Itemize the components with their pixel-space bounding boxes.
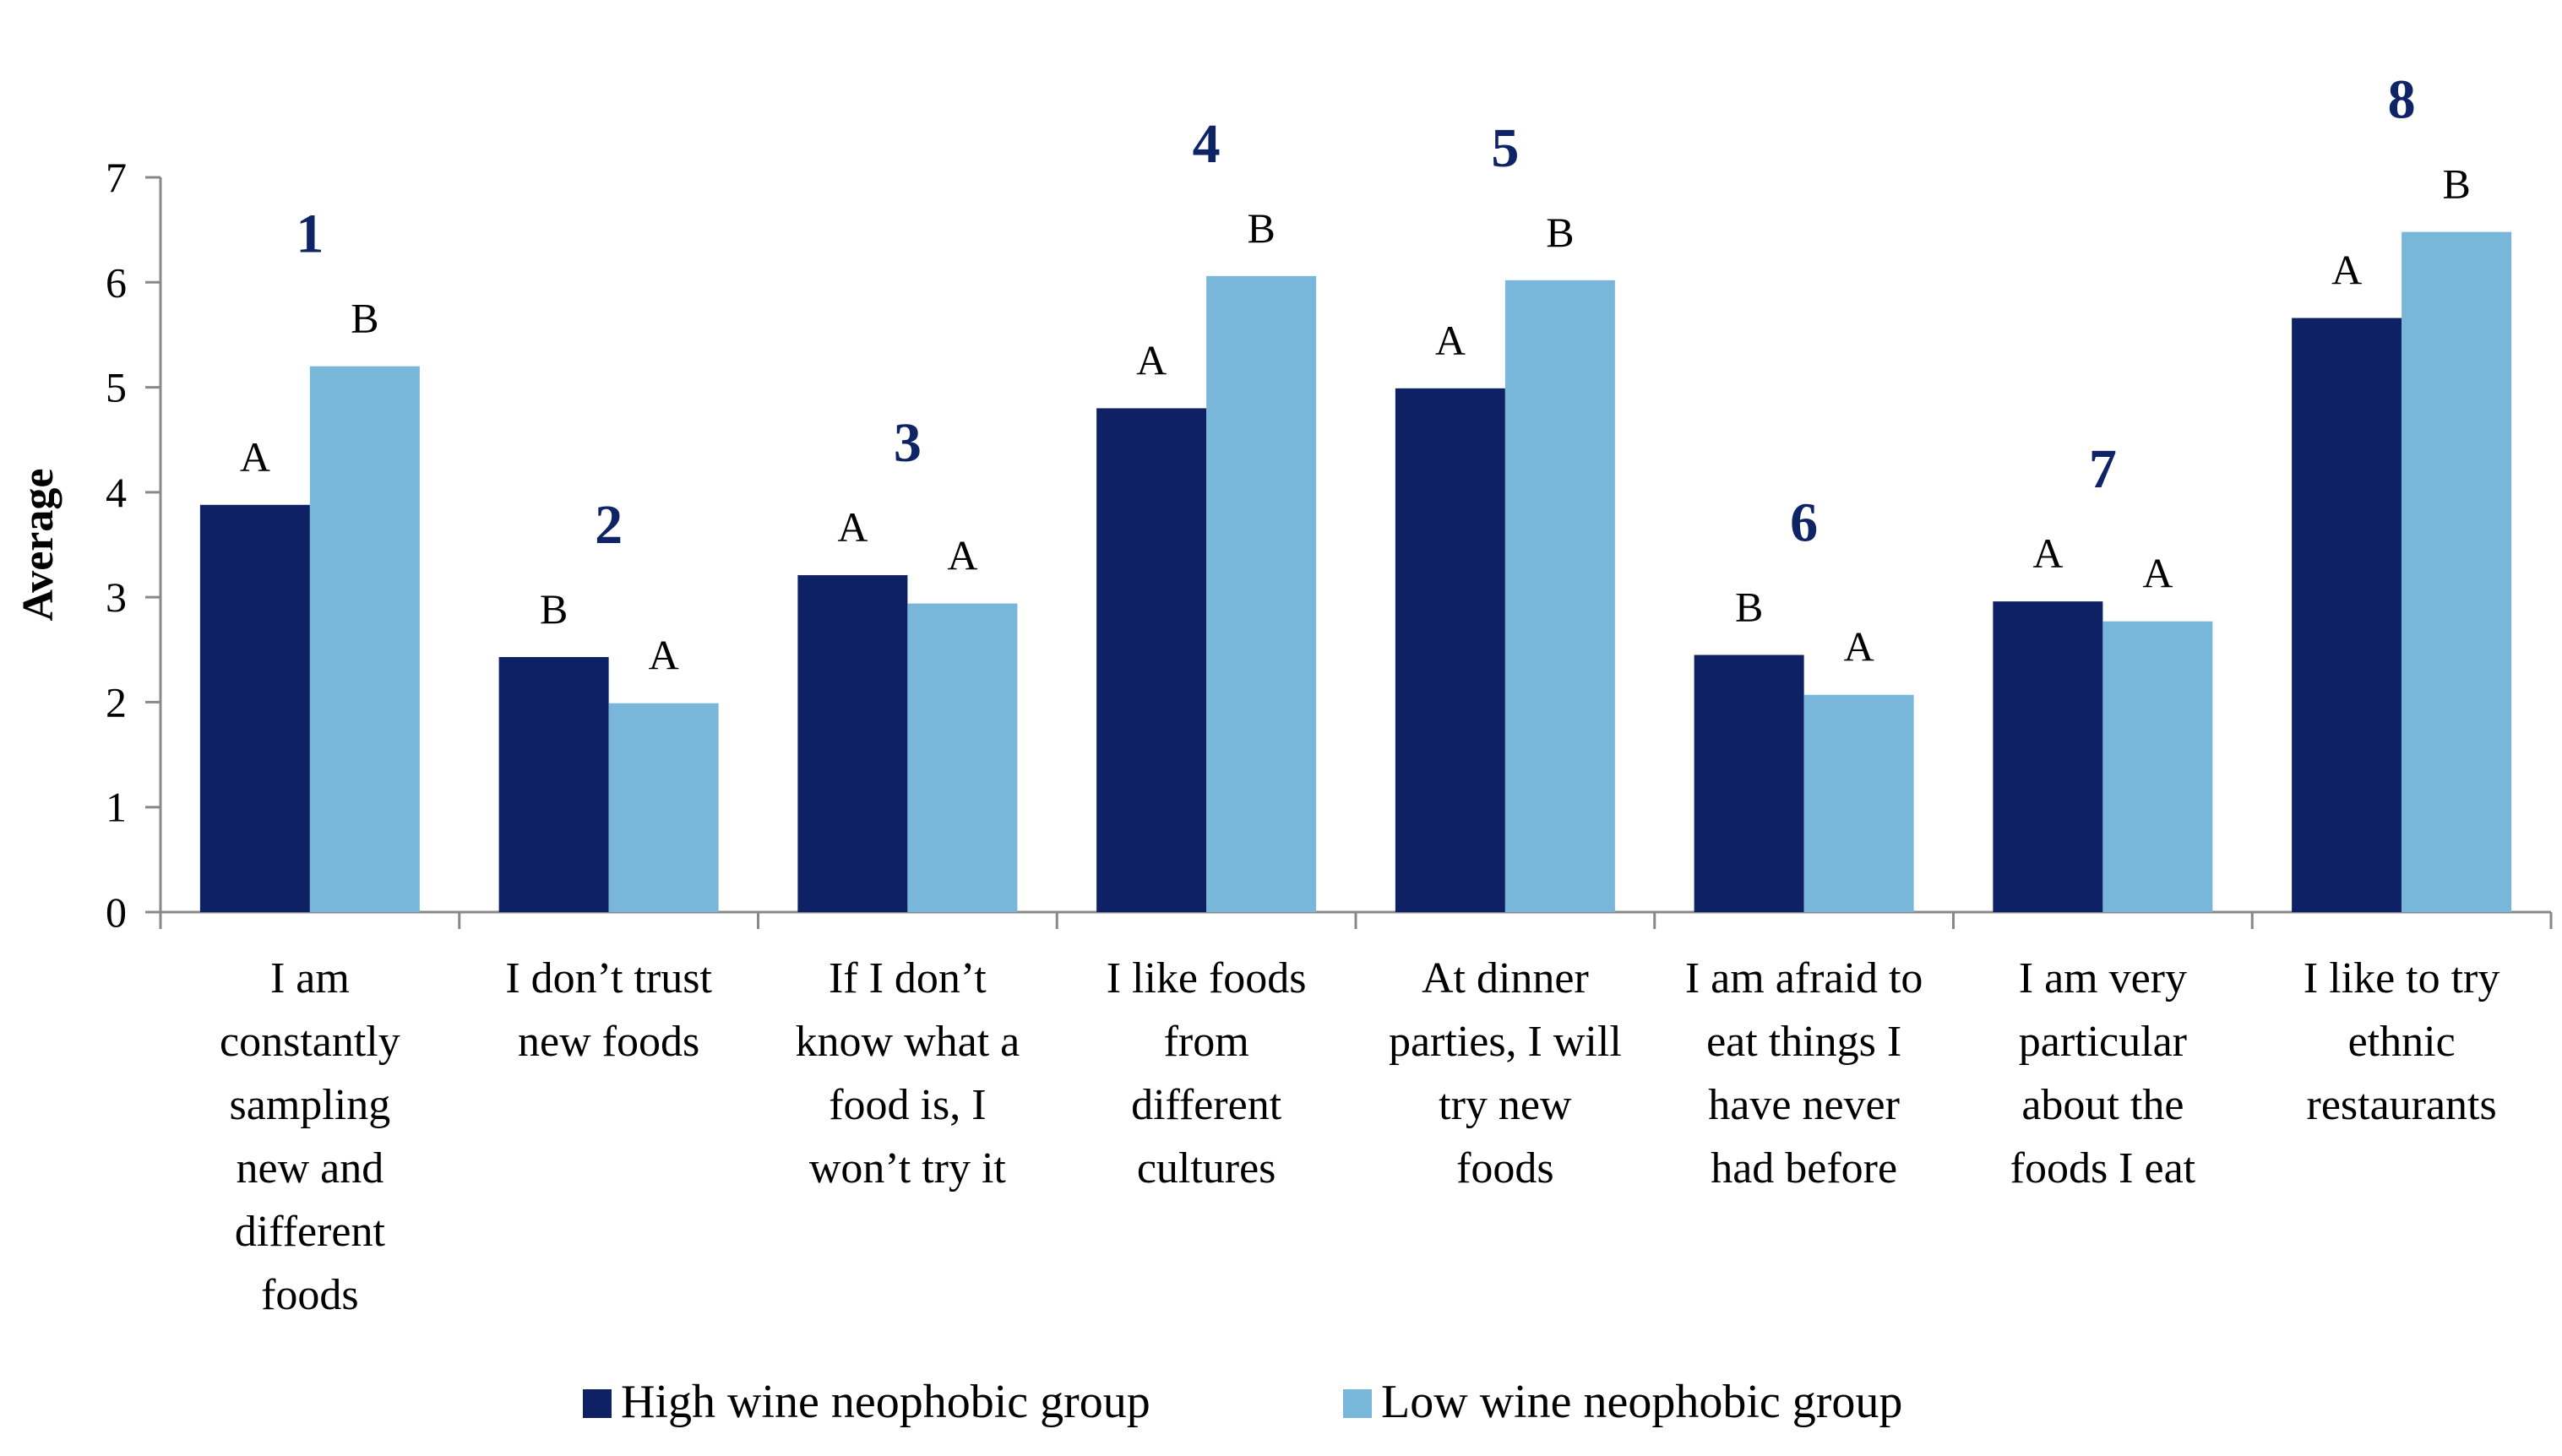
bar-high-8: [2292, 318, 2402, 912]
category-label-line: If I don’t: [829, 954, 987, 1002]
category-label-line: I like to try: [2304, 954, 2500, 1002]
item-number-label: 4: [1193, 113, 1221, 175]
bar-low-6: [1803, 694, 1914, 912]
significance-letter: B: [2442, 160, 2470, 208]
legend-label-high: High wine neophobic group: [621, 1376, 1150, 1428]
significance-letter: A: [1136, 336, 1167, 383]
item-number-label: 6: [1790, 492, 1818, 554]
category-label-line: ethnic: [2348, 1018, 2456, 1066]
significance-letter: B: [1546, 209, 1574, 256]
category-label-line: I don’t trust: [505, 954, 712, 1002]
significance-letter: A: [2032, 530, 2063, 577]
y-axis-title: Average: [14, 469, 63, 622]
category-label-line: I am: [270, 954, 350, 1002]
bar-low-2: [608, 703, 719, 912]
category-label-line: parties, I will: [1389, 1018, 1622, 1066]
category-label-line: foods I eat: [2010, 1144, 2196, 1193]
y-tick-label: 2: [106, 678, 127, 725]
bar-high-1: [199, 504, 310, 912]
item-number-label: 7: [2089, 438, 2117, 500]
item-number-label: 1: [296, 204, 324, 265]
category-label-line: food is, I: [829, 1081, 986, 1129]
bar-high-7: [1993, 601, 2103, 912]
category-label-line: I am afraid to: [1685, 954, 1923, 1002]
category-label-line: foods: [1456, 1144, 1554, 1193]
bar-high-6: [1694, 655, 1804, 912]
category-label-line: had before: [1711, 1144, 1897, 1193]
y-tick-label: 7: [106, 154, 127, 201]
legend: High wine neophobic group Low wine neoph…: [583, 1376, 1902, 1428]
y-tick-label: 6: [106, 258, 127, 306]
significance-letter: A: [2142, 550, 2173, 597]
bar-low-3: [907, 603, 1018, 912]
category-label-line: cultures: [1137, 1144, 1276, 1193]
legend-label-low: Low wine neophobic group: [1381, 1376, 1902, 1428]
bar-low-5: [1504, 280, 1615, 912]
item-number-label: 3: [894, 412, 922, 474]
bar-high-3: [797, 575, 908, 912]
category-label-line: have never: [1708, 1081, 1900, 1129]
significance-letter: A: [1844, 623, 1874, 671]
category-label-line: from: [1164, 1018, 1249, 1066]
category-label-line: particular: [2019, 1018, 2187, 1066]
category-label-line: new and: [237, 1144, 384, 1193]
significance-letter: B: [540, 585, 568, 633]
y-tick-label: 0: [106, 888, 127, 936]
y-tick-label: 3: [106, 573, 127, 621]
y-tick-label: 1: [106, 784, 127, 831]
bar-low-1: [309, 366, 420, 912]
significance-letter: B: [1735, 584, 1763, 631]
category-label-line: eat things I: [1706, 1018, 1901, 1066]
legend-swatch-low: [1343, 1389, 1372, 1418]
item-number-label: 5: [1491, 117, 1519, 179]
significance-letter: A: [2331, 247, 2362, 294]
bar-low-4: [1206, 275, 1317, 912]
category-label-line: try new: [1439, 1081, 1572, 1129]
category-label-line: new foods: [518, 1018, 699, 1066]
category-label-line: different: [235, 1208, 386, 1256]
category-label-line: sampling: [230, 1081, 391, 1129]
item-number-label: 2: [595, 494, 623, 556]
significance-letter: B: [1247, 204, 1275, 252]
category-label-line: about the: [2021, 1081, 2184, 1129]
category-label-line: won’t try it: [809, 1144, 1007, 1193]
y-tick-label: 5: [106, 364, 127, 411]
category-label-line: restaurants: [2307, 1081, 2497, 1129]
category-label-line: constantly: [220, 1018, 400, 1066]
category-label-line: different: [1131, 1081, 1282, 1129]
category-label-line: I am very: [2019, 954, 2187, 1002]
category-label-line: At dinner: [1422, 954, 1589, 1002]
significance-letter: B: [351, 295, 378, 342]
category-label-line: know what a: [796, 1018, 1020, 1066]
significance-letter: A: [1435, 317, 1466, 364]
bar-high-4: [1096, 408, 1207, 912]
category-label-line: foods: [261, 1271, 359, 1319]
significance-letter: A: [649, 632, 679, 679]
significance-letter: A: [947, 532, 977, 579]
category-label-line: I like foods: [1107, 954, 1307, 1002]
significance-letter: A: [837, 503, 868, 551]
bar-low-8: [2402, 231, 2512, 913]
legend-swatch-high: [583, 1389, 612, 1418]
y-tick-label: 4: [106, 469, 127, 516]
bar-high-2: [498, 656, 609, 912]
item-number-label: 8: [2388, 69, 2416, 131]
significance-letter: A: [240, 433, 270, 481]
bar-high-5: [1395, 388, 1505, 912]
bar-low-7: [2102, 621, 2213, 912]
